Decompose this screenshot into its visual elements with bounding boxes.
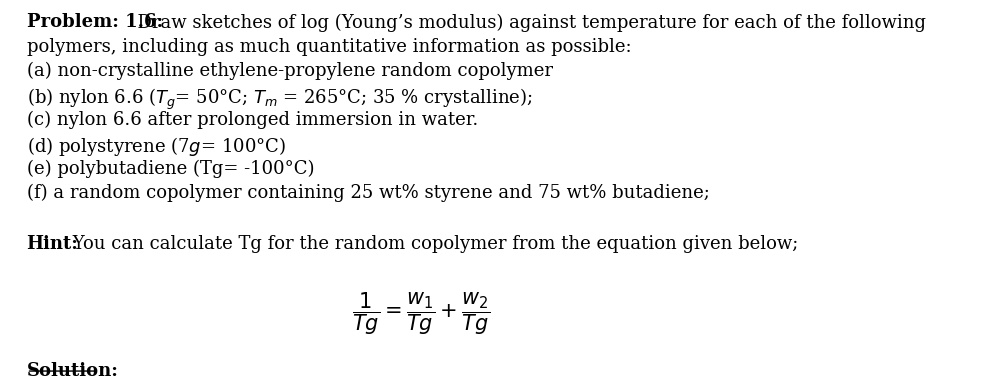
Text: (b) nylon 6.6 ($\mathit{T_g}$= 50°C; $\mathit{T_m}$ = 265°C; 35 % crystalline);: (b) nylon 6.6 ($\mathit{T_g}$= 50°C; $\m… xyxy=(27,86,532,112)
Text: You can calculate Tg for the random copolymer from the equation given below;: You can calculate Tg for the random copo… xyxy=(67,235,798,253)
Text: Solution:: Solution: xyxy=(27,361,119,380)
Text: (e) polybutadiene (Tg= -100°C): (e) polybutadiene (Tg= -100°C) xyxy=(27,159,315,178)
Text: (a) non-crystalline ethylene-propylene random copolymer: (a) non-crystalline ethylene-propylene r… xyxy=(27,62,553,80)
Text: $\dfrac{1}{Tg} = \dfrac{w_1}{Tg} + \dfrac{w_2}{Tg}$: $\dfrac{1}{Tg} = \dfrac{w_1}{Tg} + \dfra… xyxy=(352,291,491,337)
Text: Draw sketches of log (Young’s modulus) against temperature for each of the follo: Draw sketches of log (Young’s modulus) a… xyxy=(126,13,926,32)
Text: (d) polystyrene (7$\mathit{g}$= 100°C): (d) polystyrene (7$\mathit{g}$= 100°C) xyxy=(27,135,286,158)
Text: Hint:: Hint: xyxy=(27,235,78,253)
Text: (c) nylon 6.6 after prolonged immersion in water.: (c) nylon 6.6 after prolonged immersion … xyxy=(27,111,478,129)
Text: polymers, including as much quantitative information as possible:: polymers, including as much quantitative… xyxy=(27,38,631,55)
Text: (f) a random copolymer containing 25 wt% styrene and 75 wt% butadiene;: (f) a random copolymer containing 25 wt%… xyxy=(27,184,709,202)
Text: Problem: 1.6:: Problem: 1.6: xyxy=(27,13,163,31)
